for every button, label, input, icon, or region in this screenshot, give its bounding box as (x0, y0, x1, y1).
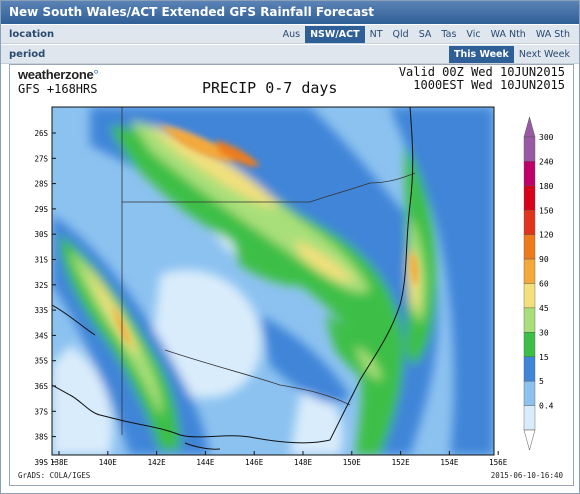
period-label: period (9, 49, 46, 60)
lat-label: 37S (34, 407, 48, 416)
lon-label: 138E (50, 458, 69, 467)
period-tabs: This Week Next Week (449, 46, 575, 63)
legend-top-arrow (523, 116, 536, 138)
lon-label: 140E (99, 458, 118, 467)
tab-location-nt[interactable]: NT (369, 29, 383, 40)
legend-swatch (523, 405, 536, 431)
panel-title: New South Wales/ACT Extended GFS Rainfal… (1, 1, 579, 24)
lon-label: 142E (148, 458, 167, 467)
legend-value: 5 (539, 377, 544, 386)
legend-swatch (523, 332, 536, 357)
legend-value: 180 (539, 182, 554, 191)
tab-location-nsw-act[interactable]: NSW/ACT (305, 26, 365, 43)
legend-value: 15 (539, 353, 549, 362)
legend-value: 150 (539, 206, 554, 215)
legend-swatch (523, 258, 536, 284)
legend-value: 60 (539, 280, 549, 289)
lat-label: 36S (34, 382, 48, 391)
lat-label: 32S (34, 281, 48, 290)
legend-swatch (523, 356, 536, 382)
coastline (52, 107, 414, 450)
lon-label: 154E (440, 458, 459, 467)
tab-period-this-week[interactable]: This Week (449, 46, 514, 63)
legend-value: 90 (539, 255, 549, 264)
legend-swatch (523, 185, 536, 211)
lon-label: 152E (392, 458, 411, 467)
tab-location-tas[interactable]: Tas (441, 29, 457, 40)
lat-label: 26S (34, 129, 48, 138)
location-label: location (9, 29, 55, 40)
lat-label: 38S (34, 433, 48, 442)
model-label: GFS +168HRS (18, 82, 98, 96)
legend-value: 300 (539, 133, 554, 142)
tab-location-aus[interactable]: Aus (282, 29, 301, 40)
tab-period-next-week[interactable]: Next Week (518, 49, 570, 60)
valid-time: Valid 00Z Wed 10JUN2015 (398, 65, 565, 79)
legend-swatch (523, 380, 536, 406)
location-tabs: Aus NSW/ACT NT Qld SA Tas Vic WA Nth WA Sth (278, 26, 575, 43)
lat-label: 30S (34, 230, 48, 239)
rainfall-field (52, 107, 494, 455)
legend-value: 240 (539, 157, 554, 166)
map-svg: 26S 27S 28S 29S 30S 31S 32S 33S 34S 35S 36S 37S 38S 3… (34, 106, 554, 467)
longitude-labels: 138E 140E 142E 144E 146E 148E 150E 152E 154E 156E (50, 451, 508, 467)
tab-location-sa[interactable]: SA (418, 29, 432, 40)
lon-label: 144E (196, 458, 215, 467)
legend-value: 45 (539, 304, 549, 313)
legend-value: 30 (539, 328, 549, 337)
legend-value: 120 (539, 231, 554, 240)
tab-location-qld[interactable]: Qld (392, 29, 409, 40)
grads-credit: GrADS: COLA/IGES (18, 471, 91, 480)
lat-label: 27S (34, 154, 48, 163)
legend-swatch (523, 234, 536, 260)
logo-text: weatherzone (18, 67, 94, 82)
legend-swatch (523, 210, 536, 235)
weatherzone-logo: weatherzone° (18, 67, 99, 82)
plot-border (51, 106, 495, 456)
legend-swatch (523, 136, 536, 162)
legend-swatch (523, 307, 536, 333)
lon-label: 148E (294, 458, 313, 467)
lon-label: 150E (343, 458, 362, 467)
render-timestamp: 2015-06-10-16:40 (490, 471, 563, 480)
lat-label: 29S (34, 205, 48, 214)
legend-value: 0.4 (539, 402, 554, 411)
product-title: PRECIP 0-7 days (202, 79, 338, 97)
legend-swatch (523, 283, 536, 309)
tab-location-wa-nth[interactable]: WA Nth (490, 29, 526, 40)
lon-label: 146E (245, 458, 264, 467)
legend-bottom-arrow (523, 429, 536, 451)
tab-location-vic[interactable]: Vic (466, 29, 481, 40)
local-time: 1000EST Wed 10JUN2015 (413, 78, 565, 92)
location-row: location Aus NSW/ACT NT Qld SA Tas Vic WA Nth WA… (1, 25, 579, 44)
lat-label: 35S (34, 357, 48, 366)
lat-label: 33S (34, 306, 48, 315)
lat-label: 31S (34, 256, 48, 265)
legend-swatch (523, 161, 536, 187)
state-borders (121, 107, 416, 435)
rainfall-map: weatherzone° GFS +168HRS PRECIP 0-7 days… (9, 64, 574, 486)
lon-label: 156E (489, 458, 508, 467)
rainfall-legend: 300 240 180 150 120 90 60 45 30 15 5 0.4 (523, 116, 554, 451)
latitude-labels: 26S 27S 28S 29S 30S 31S 32S 33S 34S 35S 36S 37S 38S 3… (34, 129, 56, 467)
lat-label: 34S (34, 331, 48, 340)
tab-location-wa-sth[interactable]: WA Sth (535, 29, 570, 40)
logo-mark: ° (93, 67, 99, 82)
lat-label: 39S (34, 458, 48, 467)
period-row: period This Week Next Week (1, 45, 579, 64)
lat-label: 28S (34, 180, 48, 189)
